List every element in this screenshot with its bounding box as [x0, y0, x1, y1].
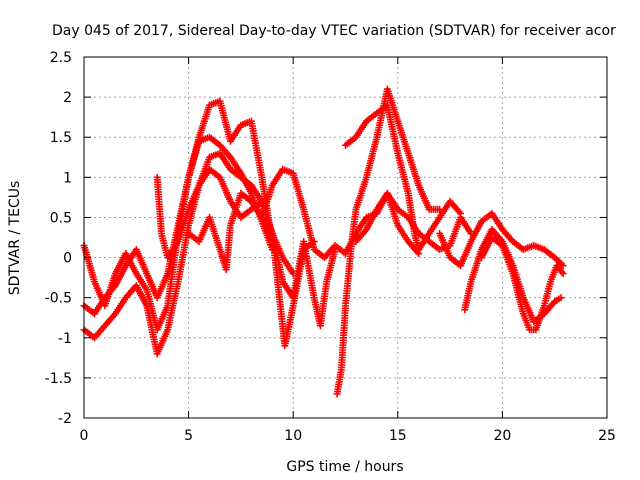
data-series	[333, 85, 444, 398]
data-series	[268, 229, 339, 330]
y-tick-label: 0	[63, 251, 72, 267]
x-tick-label: 0	[80, 428, 89, 444]
y-tick-label: -0.5	[45, 291, 72, 307]
y-tick-label: -1.5	[45, 371, 72, 387]
plot-frame	[83, 56, 608, 419]
data-points	[80, 85, 567, 398]
x-axis-label: GPS time / hours	[286, 459, 403, 475]
data-series	[436, 209, 567, 270]
chart-title: Day 045 of 2017, Sidereal Day-to-day VTE…	[52, 23, 616, 39]
x-tick-label: 15	[389, 428, 407, 444]
x-tick-label: 25	[598, 428, 616, 444]
data-series	[80, 149, 276, 358]
data-point	[331, 246, 339, 254]
data-point	[557, 294, 565, 302]
y-tick-label: 1	[63, 170, 72, 186]
data-series	[477, 234, 567, 334]
y-tick-label: 2	[63, 90, 72, 106]
tick-labels: 0 5 10 15 20 25 -2 -1.5 -1 -0.5 0 0.5 1 1.5 2 2.5	[45, 50, 616, 444]
y-tick-label: 1.5	[50, 130, 72, 146]
y-axis-label: SDTVAR / TECUs	[7, 181, 23, 296]
data-series	[352, 189, 475, 254]
x-tick-label: 10	[284, 428, 302, 444]
axis-ticks	[83, 56, 608, 419]
x-tick-label: 20	[493, 428, 511, 444]
x-tick-label: 5	[184, 428, 193, 444]
data-series	[80, 133, 276, 318]
y-tick-label: -1	[58, 331, 72, 347]
y-tick-label: 2.5	[50, 50, 72, 66]
y-tick-label: -2	[58, 411, 72, 427]
data-point	[559, 270, 567, 278]
data-point	[559, 262, 567, 270]
y-tick-label: 0.5	[50, 210, 72, 226]
